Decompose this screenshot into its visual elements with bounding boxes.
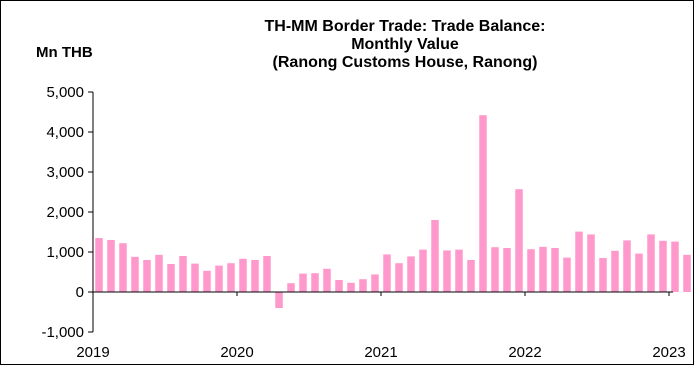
y-tick-label: 3,000: [46, 164, 84, 181]
bar: [599, 258, 607, 292]
bar: [131, 256, 139, 292]
bar: [275, 292, 283, 308]
bar: [299, 273, 307, 292]
y-axis-unit-label: Mn THB: [36, 44, 93, 61]
bar: [119, 243, 127, 292]
bar: [239, 258, 247, 292]
axes-group: -1,000 0 1,000 2,000 3,000 4,000 5,000 2019 2020…: [41, 84, 685, 361]
bar: [347, 282, 355, 292]
bar: [335, 280, 343, 292]
y-tick-label: 0: [76, 284, 84, 301]
bar: [215, 265, 223, 292]
y-tick-label: 1,000: [46, 244, 84, 261]
bar: [563, 257, 571, 292]
bar: [407, 256, 415, 292]
bar: [659, 240, 667, 292]
bar: [191, 263, 199, 292]
bar: [623, 240, 631, 292]
bar: [167, 264, 175, 292]
bar: [107, 240, 115, 292]
bar: [359, 279, 367, 292]
y-tick-label: 4,000: [46, 124, 84, 141]
bar: [155, 254, 163, 292]
bar: [515, 189, 523, 292]
bar: [395, 263, 403, 292]
bar: [311, 273, 319, 292]
y-tick-label: 5,000: [46, 84, 84, 101]
bar: [575, 231, 583, 292]
x-tick-label: 2021: [364, 344, 397, 361]
bar: [251, 260, 259, 292]
bar: [263, 256, 271, 292]
bar: [611, 250, 619, 292]
bar: [683, 254, 691, 292]
bar: [587, 234, 595, 292]
bar: [527, 249, 535, 292]
x-tick-label: 2020: [220, 344, 253, 361]
bar: [503, 248, 511, 292]
bar: [635, 253, 643, 292]
bar: [371, 274, 379, 292]
chart-title-line-3: (Ranong Customs House, Ranong): [272, 54, 538, 71]
bar: [467, 260, 475, 292]
bar: [647, 234, 655, 292]
bar: [323, 268, 331, 292]
bar: [419, 249, 427, 292]
bar: [383, 254, 391, 292]
x-tick-label: 2023: [652, 344, 685, 361]
bar: [179, 256, 187, 292]
bar: [539, 246, 547, 292]
bar: [455, 249, 463, 292]
bar: [287, 283, 295, 292]
bar: [551, 248, 559, 292]
chart-title-line-1: TH-MM Border Trade: Trade Balance:: [264, 18, 546, 35]
bar: [227, 263, 235, 292]
bar: [671, 241, 679, 292]
bars-group: [95, 115, 691, 308]
bar: [143, 260, 151, 292]
x-tick-label: 2022: [508, 344, 541, 361]
x-tick-label: 2019: [76, 344, 109, 361]
bar: [203, 270, 211, 292]
bar: [95, 238, 103, 292]
bar: [491, 247, 499, 292]
y-tick-label: -1,000: [41, 324, 84, 341]
bar: [443, 250, 451, 292]
bar: [431, 220, 439, 292]
bar: [479, 115, 487, 292]
y-tick-label: 2,000: [46, 204, 84, 221]
chart-title-line-2: Monthly Value: [351, 36, 459, 53]
